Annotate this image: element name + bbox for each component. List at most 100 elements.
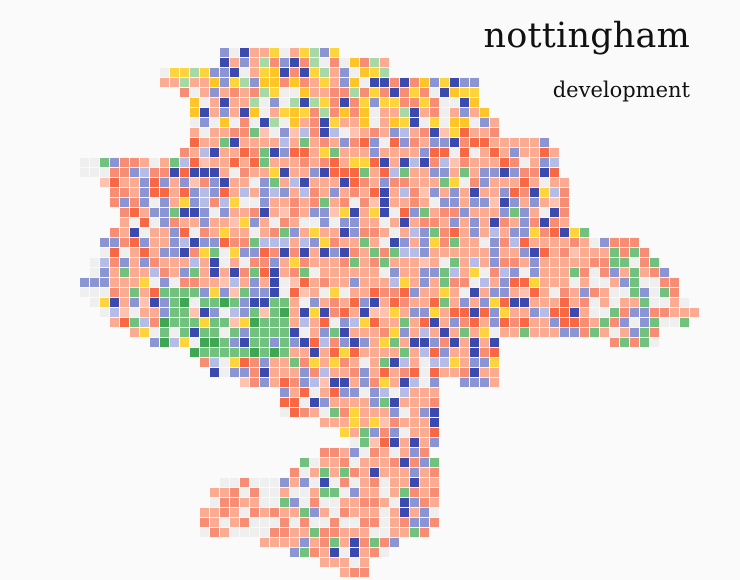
map-cell	[450, 318, 459, 327]
map-cell	[320, 538, 329, 547]
map-cell	[510, 308, 519, 317]
map-cell	[470, 178, 479, 187]
map-cell	[280, 248, 289, 257]
map-cell	[110, 268, 119, 277]
map-cell	[370, 318, 379, 327]
map-cell	[360, 68, 369, 77]
map-cell	[110, 318, 119, 327]
map-cell	[320, 378, 329, 387]
map-cell	[400, 168, 409, 177]
map-cell	[210, 508, 219, 517]
map-cell	[440, 358, 449, 367]
map-cell	[270, 318, 279, 327]
map-cell	[600, 258, 609, 267]
map-cell	[330, 508, 339, 517]
map-cell	[380, 288, 389, 297]
map-cell	[390, 228, 399, 237]
map-cell	[620, 338, 629, 347]
map-cell	[540, 138, 549, 147]
map-cell	[310, 548, 319, 557]
map-cell	[250, 128, 259, 137]
map-cell	[340, 388, 349, 397]
map-cell	[370, 428, 379, 437]
map-cell	[350, 488, 359, 497]
map-cell	[190, 288, 199, 297]
map-cell	[390, 438, 399, 447]
map-cell	[180, 248, 189, 257]
map-cell	[410, 178, 419, 187]
map-cell	[240, 78, 249, 87]
map-cell	[530, 208, 539, 217]
map-cell	[520, 188, 529, 197]
map-cell	[410, 328, 419, 337]
map-cell	[370, 348, 379, 357]
map-cell	[100, 278, 109, 287]
map-cell	[200, 268, 209, 277]
map-cell	[290, 328, 299, 337]
map-cell	[560, 328, 569, 337]
map-cell	[250, 58, 259, 67]
map-cell	[310, 478, 319, 487]
map-cell	[550, 228, 559, 237]
map-cell	[620, 308, 629, 317]
map-cell	[450, 108, 459, 117]
map-cell	[370, 78, 379, 87]
map-cell	[340, 408, 349, 417]
map-cell	[370, 518, 379, 527]
map-cell	[260, 108, 269, 117]
map-cell	[510, 298, 519, 307]
map-cell	[300, 478, 309, 487]
map-cell	[290, 288, 299, 297]
map-cell	[480, 128, 489, 137]
map-cell	[410, 488, 419, 497]
map-cell	[180, 338, 189, 347]
map-cell	[340, 78, 349, 87]
map-cell	[360, 318, 369, 327]
map-cell	[340, 498, 349, 507]
map-cell	[290, 508, 299, 517]
map-cell	[570, 268, 579, 277]
map-cell	[620, 248, 629, 257]
map-cell	[240, 358, 249, 367]
map-cell	[290, 308, 299, 317]
map-cell	[500, 188, 509, 197]
map-cell	[550, 278, 559, 287]
map-cell	[540, 288, 549, 297]
map-cell	[180, 178, 189, 187]
map-cell	[170, 78, 179, 87]
map-cell	[310, 208, 319, 217]
map-cell	[260, 168, 269, 177]
map-cell	[130, 268, 139, 277]
map-cell	[320, 518, 329, 527]
map-cell	[390, 318, 399, 327]
map-cell	[250, 148, 259, 157]
map-cell	[320, 98, 329, 107]
map-cell	[200, 278, 209, 287]
map-cell	[430, 288, 439, 297]
map-cell	[360, 128, 369, 137]
map-cell	[240, 228, 249, 237]
map-cell	[310, 68, 319, 77]
map-cell	[520, 268, 529, 277]
map-cell	[550, 178, 559, 187]
map-cell	[340, 128, 349, 137]
map-cell	[420, 148, 429, 157]
map-cell	[330, 268, 339, 277]
map-cell	[180, 88, 189, 97]
map-cell	[550, 318, 559, 327]
map-cell	[460, 348, 469, 357]
map-cell	[380, 98, 389, 107]
map-cell	[690, 308, 699, 317]
map-cell	[330, 258, 339, 267]
map-cell	[370, 478, 379, 487]
map-cell	[320, 348, 329, 357]
map-cell	[630, 238, 639, 247]
map-cell	[250, 488, 259, 497]
map-cell	[430, 378, 439, 387]
map-cell	[220, 308, 229, 317]
map-cell	[430, 358, 439, 367]
map-cell	[270, 538, 279, 547]
map-cell	[140, 258, 149, 267]
map-cell	[390, 178, 399, 187]
map-cell	[490, 278, 499, 287]
